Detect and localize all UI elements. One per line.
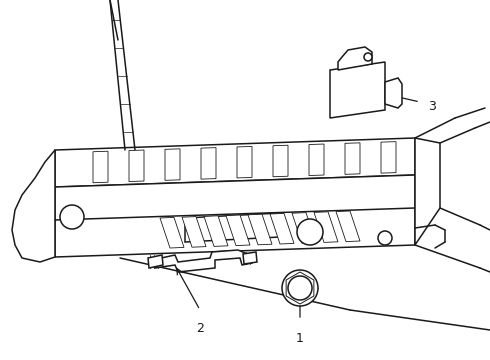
Polygon shape xyxy=(12,150,55,262)
Polygon shape xyxy=(55,138,415,187)
Text: 3: 3 xyxy=(428,99,436,113)
Polygon shape xyxy=(204,216,228,246)
Circle shape xyxy=(364,53,372,61)
Circle shape xyxy=(297,219,323,245)
Polygon shape xyxy=(415,138,440,245)
Polygon shape xyxy=(292,213,316,243)
Circle shape xyxy=(282,270,318,306)
Circle shape xyxy=(378,231,392,245)
Polygon shape xyxy=(381,141,396,173)
Polygon shape xyxy=(148,255,163,268)
Polygon shape xyxy=(243,252,257,264)
Polygon shape xyxy=(338,47,372,70)
Text: 1: 1 xyxy=(296,332,304,345)
Polygon shape xyxy=(165,149,180,180)
Polygon shape xyxy=(314,212,338,242)
Polygon shape xyxy=(270,213,294,244)
Polygon shape xyxy=(248,214,272,245)
Polygon shape xyxy=(330,62,385,118)
Polygon shape xyxy=(185,213,280,242)
Polygon shape xyxy=(129,150,144,181)
Circle shape xyxy=(60,205,84,229)
Polygon shape xyxy=(201,148,216,179)
Polygon shape xyxy=(237,147,252,178)
Polygon shape xyxy=(160,217,184,248)
Polygon shape xyxy=(55,175,415,257)
Polygon shape xyxy=(345,143,360,174)
Text: 2: 2 xyxy=(196,322,204,335)
Polygon shape xyxy=(93,151,108,183)
Polygon shape xyxy=(385,78,402,108)
Polygon shape xyxy=(152,250,252,272)
Polygon shape xyxy=(226,215,250,246)
Polygon shape xyxy=(273,145,288,177)
Polygon shape xyxy=(182,217,206,247)
Circle shape xyxy=(288,276,312,300)
Polygon shape xyxy=(309,144,324,176)
Polygon shape xyxy=(336,211,360,242)
